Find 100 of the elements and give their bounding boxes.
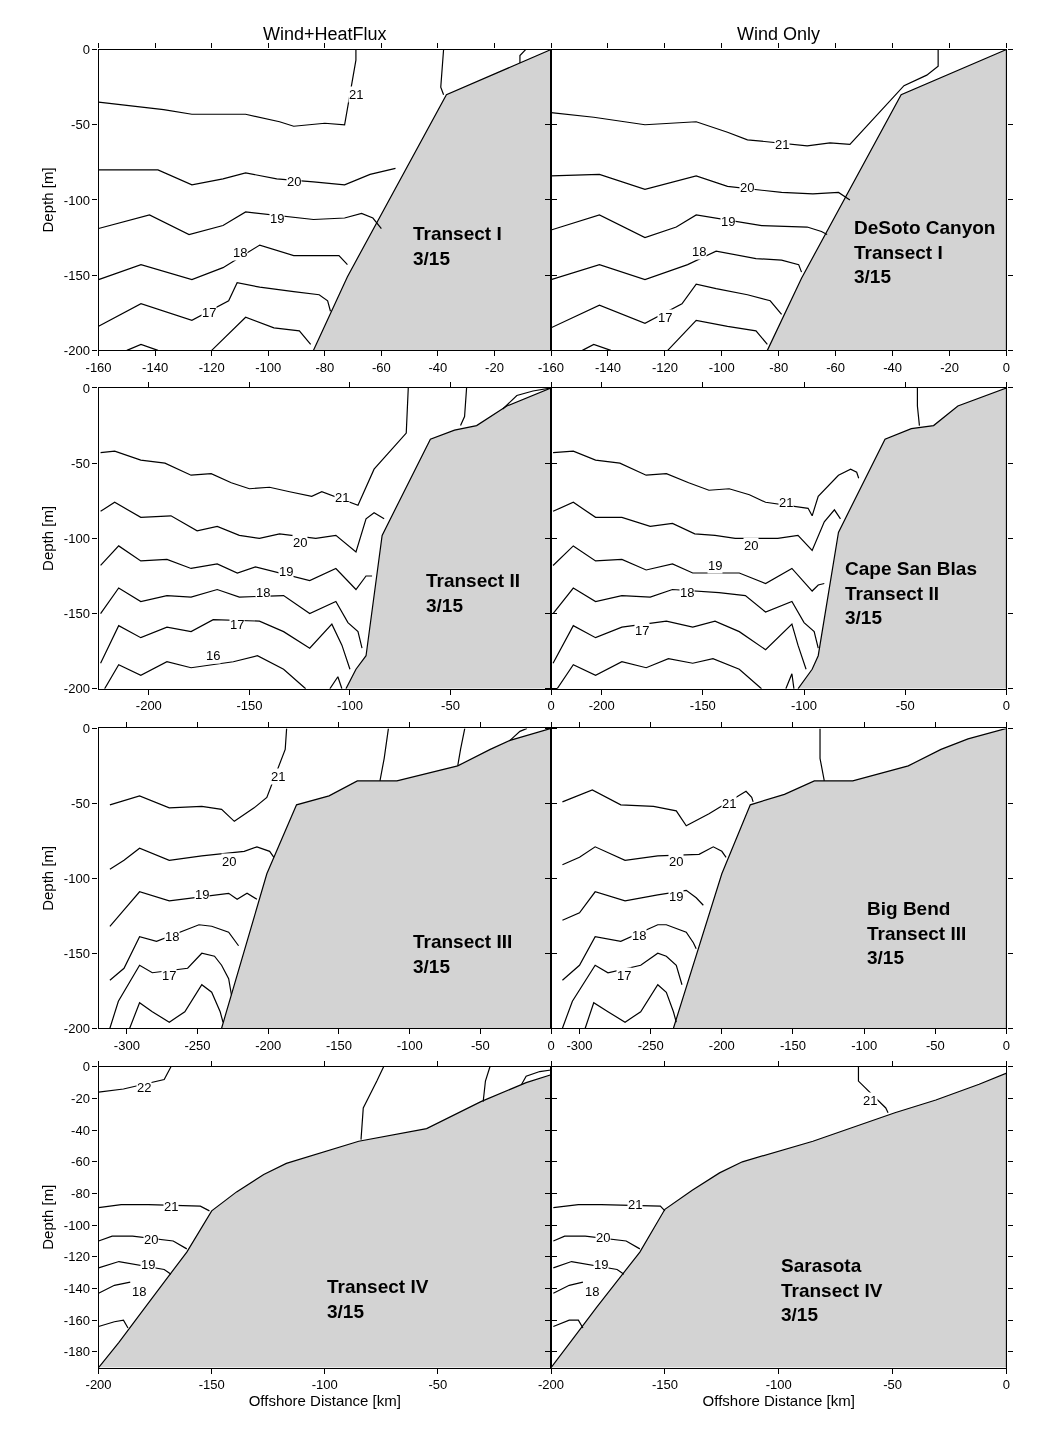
annotation: 21 <box>164 1199 179 1214</box>
annotation: 20 <box>287 174 302 189</box>
annotation: 21 <box>335 490 350 505</box>
annotation: 19 <box>141 1257 156 1272</box>
annotation: 21 <box>628 1197 643 1212</box>
y-tick-label: -140 <box>63 1281 90 1297</box>
y-tick-label: -20 <box>71 1091 90 1107</box>
x-tick-label: -200 <box>135 698 162 714</box>
annotation: Transect IV 3/15 <box>327 1276 429 1322</box>
x-tick-label: -50 <box>925 1037 945 1053</box>
x-tick-label: -250 <box>184 1037 211 1053</box>
y-axis-title: Depth [m] <box>39 1184 57 1250</box>
x-tick-label: -100 <box>255 360 282 376</box>
annotation: 18 <box>680 585 695 600</box>
y-tick-label: -60 <box>71 1154 90 1170</box>
x-tick-label: -50 <box>895 698 915 714</box>
y-tick-label: -40 <box>71 1122 90 1138</box>
annotation: 21 <box>775 137 790 152</box>
y-tick-label: -160 <box>63 1312 90 1328</box>
annotation: 20 <box>293 535 308 550</box>
x-tick-label: -50 <box>441 698 460 714</box>
x-tick-label: -20 <box>940 360 959 376</box>
annotation: 20 <box>222 854 237 869</box>
y-tick-label: -150 <box>63 945 90 961</box>
x-tick-label: -40 <box>428 360 448 376</box>
annotation: 20 <box>596 1230 611 1245</box>
x-tick-label: -160 <box>538 360 565 376</box>
annotation: 18 <box>256 585 271 600</box>
annotation: 19 <box>195 887 210 902</box>
y-tick-label: -180 <box>63 1344 90 1360</box>
x-tick-label: -20 <box>485 360 504 376</box>
x-axis-title: Offshore Distance [km] <box>248 1392 401 1410</box>
annotation: 18 <box>165 929 180 944</box>
x-tick-label: -100 <box>708 360 735 376</box>
x-axis-title: Offshore Distance [km] <box>702 1392 855 1410</box>
annotation: 18 <box>132 1284 147 1299</box>
annotation: 19 <box>669 889 684 904</box>
x-tick-label: -150 <box>651 1377 678 1393</box>
x-tick-label: -140 <box>594 360 621 376</box>
annotation: 17 <box>202 305 217 320</box>
x-tick-label: -150 <box>779 1037 806 1053</box>
x-tick-label: 0 <box>1002 1037 1011 1053</box>
x-tick-label: -300 <box>113 1037 140 1053</box>
y-tick-label: 0 <box>82 1059 90 1075</box>
annotation: 17 <box>635 623 650 638</box>
annotation: 19 <box>708 558 723 573</box>
x-tick-label: -60 <box>371 360 391 376</box>
y-tick-label: -200 <box>63 681 90 697</box>
x-tick-label: -50 <box>883 1377 902 1393</box>
annotation: Cape San Blas Transect II 3/15 <box>845 558 977 629</box>
annotation: 18 <box>585 1284 600 1299</box>
annotation: 21 <box>271 769 286 784</box>
annotation: 21 <box>722 796 737 811</box>
annotation: 17 <box>162 968 177 983</box>
chart-title: Wind+HeatFlux <box>263 24 387 44</box>
x-tick-label: -60 <box>826 360 846 376</box>
x-tick-label: -80 <box>315 360 335 376</box>
y-tick-label: -50 <box>71 455 90 471</box>
x-tick-label: 0 <box>1002 1377 1011 1393</box>
x-tick-label: -100 <box>791 698 818 714</box>
annotation: 21 <box>863 1093 878 1108</box>
x-tick-label: -200 <box>255 1037 282 1053</box>
annotation: 19 <box>594 1257 609 1272</box>
x-tick-label: -40 <box>883 360 902 376</box>
annotation: Big Bend Transect III 3/15 <box>867 898 967 969</box>
annotation: 20 <box>669 854 684 869</box>
x-tick-label: 0 <box>1002 360 1011 376</box>
x-tick-label: 0 <box>547 1037 555 1053</box>
y-tick-label: -50 <box>71 795 90 811</box>
annotation: 18 <box>632 928 647 943</box>
y-tick-label: -200 <box>63 342 90 358</box>
x-tick-label: -300 <box>566 1037 593 1053</box>
annotation: Transect III 3/15 <box>413 931 513 977</box>
x-tick-label: -200 <box>708 1037 735 1053</box>
y-tick-label: -100 <box>63 870 90 886</box>
annotation: DeSoto Canyon Transect I 3/15 <box>854 217 996 288</box>
y-tick-label: -80 <box>71 1186 90 1202</box>
annotation: 20 <box>744 538 759 553</box>
annotation: 19 <box>721 214 736 229</box>
annotation: 21 <box>779 495 794 510</box>
annotation: Transect II 3/15 <box>426 570 520 616</box>
annotation: 20 <box>144 1232 159 1247</box>
x-tick-label: -150 <box>198 1377 225 1393</box>
annotation: 18 <box>692 244 707 259</box>
y-tick-label: -50 <box>71 117 90 133</box>
x-tick-label: -50 <box>470 1037 490 1053</box>
y-tick-label: -200 <box>63 1020 90 1036</box>
y-axis-title: Depth [m] <box>39 505 57 571</box>
y-axis-title: Depth [m] <box>39 845 57 911</box>
x-tick-label: -100 <box>336 698 363 714</box>
y-tick-label: -120 <box>63 1249 90 1265</box>
y-tick-label: -150 <box>63 267 90 283</box>
annotation: 16 <box>206 648 221 663</box>
annotation: 22 <box>137 1080 152 1095</box>
x-tick-label: -200 <box>538 1377 565 1393</box>
x-tick-label: -100 <box>851 1037 878 1053</box>
y-tick-label: 0 <box>82 42 90 58</box>
x-tick-label: -120 <box>651 360 678 376</box>
x-tick-label: 0 <box>1002 698 1011 714</box>
chart-title: Wind Only <box>737 24 821 44</box>
